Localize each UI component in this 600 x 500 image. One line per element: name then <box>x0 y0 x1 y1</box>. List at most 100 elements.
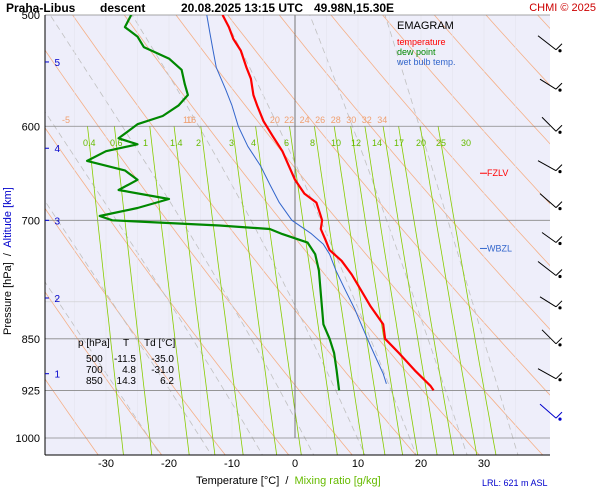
mixing-ratio-label: 14 <box>372 138 382 148</box>
x-axis-label: Temperature [°C] / Mixing ratio [g/kg] <box>196 475 381 487</box>
dry-adiabat-line <box>175 15 544 455</box>
wind-barb-flag <box>555 411 563 419</box>
temperature-tick-label: 30 <box>478 458 490 470</box>
wind-barb-flag <box>555 201 563 208</box>
wind-barb-dot <box>558 378 562 382</box>
mixing-ratio-line <box>437 126 497 455</box>
mixing-ratio-line <box>173 126 216 455</box>
dry-adiabat-line <box>278 15 550 331</box>
altitude-tick-label: 1 <box>54 370 60 381</box>
y-axis-label-altitude: Altitude [km] <box>2 187 14 248</box>
dry-adiabat-line <box>330 15 550 267</box>
dry-adiabat-line <box>433 15 550 145</box>
dewpoint-line <box>86 15 341 391</box>
isotherm-label: 32 <box>362 115 372 125</box>
pressure-tick-label: 700 <box>22 215 40 227</box>
mixing-ratio-line <box>200 126 244 455</box>
x-axis-label-sep: / <box>285 475 289 487</box>
credit-text: CHMI © 2025 <box>529 2 596 14</box>
wind-barb-flag <box>555 43 563 51</box>
isotherm-label: 30 <box>346 115 356 125</box>
wind-barb-dot <box>558 274 562 279</box>
wind-barb-staff <box>541 232 557 243</box>
wind-barb-dot <box>558 88 562 92</box>
wind-barb-dot <box>558 130 562 134</box>
table-row-500-p: 500 <box>86 354 103 365</box>
temperature-tick-label: -20 <box>161 458 177 470</box>
wind-barbs <box>537 35 563 421</box>
wind-barb-staff <box>539 193 557 209</box>
table-row-850-t: 14.3 <box>117 376 137 387</box>
temperature-ticks: -30 -20 -10 0 10 20 30 <box>98 458 490 470</box>
temperature-tick-label: 20 <box>415 458 427 470</box>
wind-barb-flag <box>555 337 563 345</box>
table-row-500-td: -35.0 <box>151 354 174 365</box>
isotherms <box>74 15 516 438</box>
wind-barb-staff <box>539 403 557 419</box>
pressure-tick-label: 600 <box>22 121 40 133</box>
mixing-ratio-label: 20 <box>416 138 426 148</box>
mixing-ratio-label: 10 <box>331 138 341 148</box>
moist-adiabat-line <box>49 15 315 455</box>
sounding-series <box>86 15 435 392</box>
moist-adiabat-line <box>222 15 417 455</box>
table-row-850-td: 6.2 <box>160 376 174 387</box>
sounding-datetime: 20.08.2025 13:15 UTC <box>181 1 303 15</box>
dry-adiabat-line <box>72 15 417 455</box>
station-coords: 49.98N,15.30E <box>314 1 394 15</box>
wind-barb-staff <box>537 368 557 380</box>
wind-barb-staff <box>537 35 557 51</box>
moist-adiabat-line <box>45 200 212 455</box>
wind-barb-dot <box>558 49 562 53</box>
pressure-tick-label: 500 <box>22 10 40 22</box>
mixing-ratio-label: 1 <box>143 138 148 148</box>
wind-barb-staff <box>537 261 557 276</box>
mixing-ratio-line <box>114 126 153 455</box>
wind-barb-dot <box>558 306 562 310</box>
wind-barb-staff <box>541 116 557 132</box>
dry-adiabat-line <box>45 207 226 455</box>
dry-adiabat-line <box>566 0 600 468</box>
dry-adiabat-line <box>382 15 550 205</box>
wind-barb-flag <box>555 164 563 172</box>
x-axis-label-mix: Mixing ratio [g/kg] <box>294 475 380 487</box>
dry-adiabat-line <box>45 127 290 455</box>
altitude-tick-label: 2 <box>54 294 60 305</box>
temperature-line <box>221 15 435 392</box>
mixing-ratio-label: 0.4 <box>83 138 96 148</box>
dry-adiabat-line <box>45 291 163 455</box>
dry-adiabat-line <box>123 15 480 455</box>
temperature-tick-label: 10 <box>352 458 364 470</box>
wind-barb-flag <box>555 82 563 90</box>
plot-background <box>45 15 550 455</box>
wind-barb-staff <box>537 160 557 172</box>
pressure-tick-label: 925 <box>22 385 40 397</box>
altitude-tick-label: 5 <box>54 58 60 69</box>
mixing-ratio-line <box>419 126 478 455</box>
wbzl-label: WBZL <box>487 243 512 253</box>
isobars <box>44 14 550 456</box>
mixing-ratio-line <box>87 126 124 455</box>
pressure-ticks: 500 600 700 850 925 1000 <box>16 10 40 445</box>
legend: EMAGRAM temperature dew point wet bulb t… <box>396 20 456 67</box>
wind-barb-staff <box>539 78 557 90</box>
mixing-ratio-line <box>333 126 386 455</box>
wind-barb-dot <box>558 170 562 174</box>
mixing-ratio-label: 2 <box>196 138 201 148</box>
y-axis-label: Pressure [hPa] / Altitude [km] <box>2 187 14 335</box>
table-row-700-td: -31.0 <box>151 365 174 376</box>
mixing-ratio-label: 1.4 <box>170 138 183 148</box>
isotherm-label: 20 <box>270 115 280 125</box>
mixing-ratio-label: 25 <box>436 138 446 148</box>
wetbulb-line <box>206 15 387 384</box>
table-row-700-p: 700 <box>86 365 103 376</box>
wind-barb-staff <box>541 329 557 345</box>
legend-title: EMAGRAM <box>397 20 454 32</box>
level-markers: FZLV WBZL <box>480 168 512 253</box>
table-row-850-p: 850 <box>86 376 103 387</box>
temperature-tick-label: -30 <box>98 458 114 470</box>
mixing-ratio-line <box>314 126 365 455</box>
y-axis-label-pressure: Pressure [hPa] <box>2 262 14 335</box>
wind-barb-flag <box>555 124 563 132</box>
